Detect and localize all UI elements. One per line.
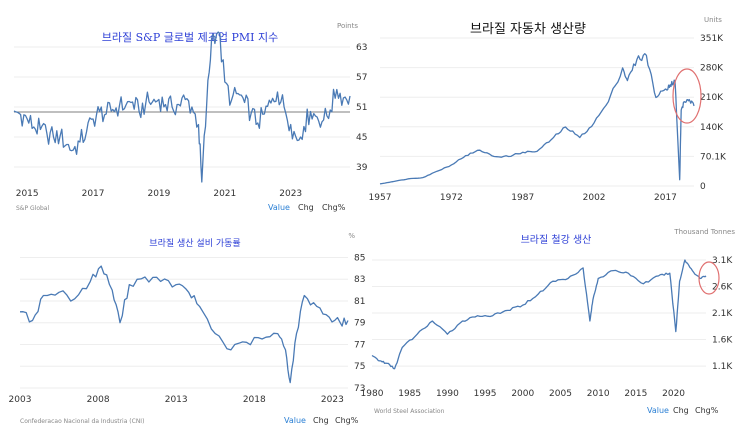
vehicle-chart-title: 브라질 자동차 생산량 <box>470 22 586 37</box>
pmi-xtick-label: 2019 <box>147 189 170 199</box>
capacity-chgpct-toggle[interactable]: Chg% <box>335 416 359 425</box>
capacity-xtick-label: 2003 <box>9 395 32 405</box>
pmi-series-line <box>13 31 351 183</box>
vehicle-highlight-circle <box>672 68 702 124</box>
steel-xtick-label: 2015 <box>624 389 647 399</box>
pmi-ytick-label: 63 <box>356 43 367 53</box>
steel-xtick-label: 2005 <box>549 389 572 399</box>
pmi-ytick-label: 57 <box>356 73 367 83</box>
steel-ytick-label: 3.1K <box>712 256 733 266</box>
capacity-ytick-label: 85 <box>354 253 365 263</box>
vehicle-xtick-label: 1972 <box>440 193 463 203</box>
capacity-unit-label: % <box>348 232 355 240</box>
capacity-chart-title: 브라질 생산 설비 가동률 <box>149 237 240 249</box>
steel-unit-label: Thousand Tonnes <box>673 228 735 236</box>
capacity-xtick-label: 2023 <box>321 395 344 405</box>
steel-xtick-label: 2010 <box>587 389 610 399</box>
vehicle-xtick-label: 2002 <box>583 193 606 203</box>
capacity-ytick-label: 73 <box>354 384 365 394</box>
capacity-value-toggle[interactable]: Value <box>284 416 306 425</box>
steel-xtick-label: 2020 <box>662 389 685 399</box>
pmi-ytick-label: 45 <box>356 133 367 143</box>
vehicle-xtick-label: 2017 <box>654 193 677 203</box>
vehicle-ytick-label: 140K <box>700 123 724 133</box>
vehicle-xtick-label: 1957 <box>369 193 392 203</box>
pmi-xtick-label: 2015 <box>16 189 39 199</box>
steel-xtick-label: 2000 <box>511 389 534 399</box>
steel-ytick-label: 1.1K <box>712 362 733 372</box>
capacity-xtick-label: 2008 <box>87 395 110 405</box>
capacity-xtick-label: 2018 <box>243 395 266 405</box>
vehicle-ytick-label: 70.1K <box>700 152 727 162</box>
steel-ytick-label: 2.1K <box>712 309 733 319</box>
pmi-ytick-label: 39 <box>356 163 368 173</box>
capacity-ytick-label: 75 <box>354 362 365 372</box>
steel-series-line <box>371 259 707 370</box>
vehicle-ytick-label: 210K <box>700 93 724 103</box>
pmi-unit-label: Points <box>337 22 358 30</box>
steel-xtick-label: 1980 <box>361 389 384 399</box>
vehicle-series-line <box>379 53 695 185</box>
steel-source: World Steel Association <box>374 408 445 415</box>
steel-ytick-label: 2.6K <box>712 282 733 292</box>
steel-ytick-label: 1.6K <box>712 336 733 346</box>
steel-xtick-label: 1985 <box>398 389 421 399</box>
steel-xtick-label: 1995 <box>474 389 497 399</box>
steel-value-toggle[interactable]: Value <box>647 406 669 415</box>
pmi-chgpct-toggle[interactable]: Chg% <box>322 203 346 212</box>
pmi-chg-toggle[interactable]: Chg <box>298 203 314 212</box>
steel-chg-toggle[interactable]: Chg <box>673 406 689 415</box>
pmi-chart: 브라질 S&P 글로벌 제조업 PMI 지수 Points 39 45 51 57 63… <box>13 22 368 212</box>
pmi-xtick-label: 2023 <box>279 189 302 199</box>
vehicle-unit-label: Units <box>704 16 722 24</box>
capacity-ytick-label: 81 <box>354 297 365 307</box>
vehicle-ytick-label: 0 <box>700 182 706 192</box>
steel-highlight-circle <box>698 261 720 295</box>
capacity-xtick-label: 2013 <box>165 395 188 405</box>
pmi-xtick-label: 2017 <box>82 189 105 199</box>
vehicle-chart: 브라질 자동차 생산량 Units 0 70.1K 140K 210K 280K 351K… <box>369 16 727 203</box>
vehicle-ytick-label: 280K <box>700 64 724 74</box>
capacity-chg-toggle[interactable]: Chg <box>313 416 329 425</box>
pmi-xtick-label: 2021 <box>213 189 236 199</box>
capacity-chart: 브라질 생산 설비 가동률 % 73 75 77 79 81 83 85 2003 2008 2… <box>9 232 366 425</box>
vehicle-xtick-label: 1987 <box>511 193 534 203</box>
steel-chart: 브라질 철강 생산 Thousand Tonnes 1.1K 1.6K 2.1K 2.… <box>361 228 736 415</box>
pmi-ytick-label: 51 <box>356 103 367 113</box>
capacity-source: Confederacao Nacional da Industria (CNI) <box>20 418 144 425</box>
pmi-chart-title: 브라질 S&P 글로벌 제조업 PMI 지수 <box>102 31 279 44</box>
capacity-ytick-label: 79 <box>354 319 366 329</box>
capacity-ytick-label: 83 <box>354 275 365 285</box>
steel-chart-title: 브라질 철강 생산 <box>521 234 592 246</box>
steel-chgpct-toggle[interactable]: Chg% <box>695 406 719 415</box>
pmi-source: S&P Global <box>16 205 49 212</box>
vehicle-ytick-label: 351K <box>700 34 724 44</box>
steel-xtick-label: 1990 <box>436 389 459 399</box>
capacity-ytick-label: 77 <box>354 340 365 350</box>
capacity-series-line <box>19 265 349 384</box>
pmi-value-toggle[interactable]: Value <box>268 203 290 212</box>
